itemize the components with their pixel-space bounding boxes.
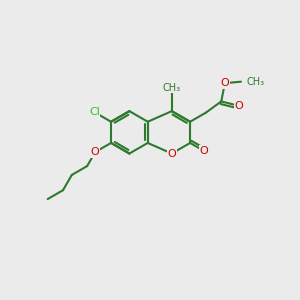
Text: O: O [200,146,208,156]
Text: O: O [220,78,229,88]
Text: CH₃: CH₃ [163,82,181,93]
Text: Cl: Cl [89,107,100,117]
Text: O: O [91,147,100,157]
Text: O: O [167,148,176,158]
Text: O: O [235,101,243,111]
Text: CH₃: CH₃ [246,77,264,87]
